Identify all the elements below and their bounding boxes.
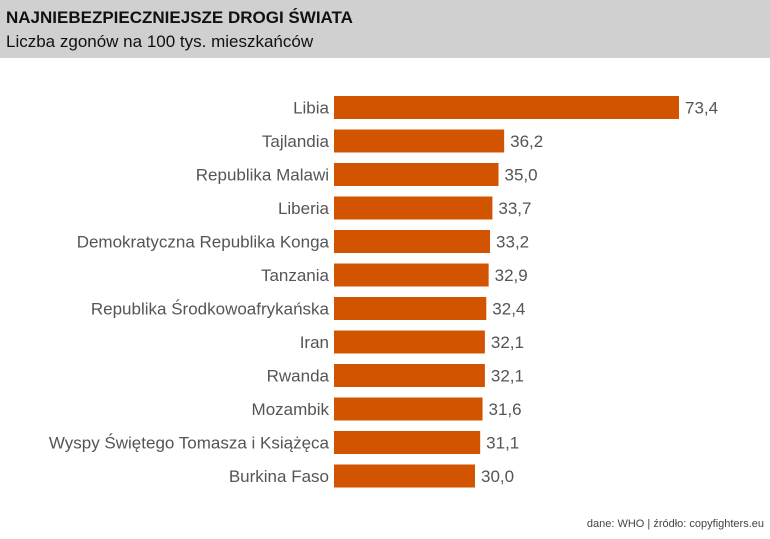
chart-title: NAJNIEBEZPIECZNIEJSZE DROGI ŚWIATA (6, 8, 353, 27)
category-label: Mozambik (252, 400, 330, 419)
category-label: Tajlandia (262, 132, 330, 151)
bar (334, 330, 485, 354)
value-label: 32,1 (491, 367, 524, 386)
value-label: 33,7 (498, 199, 531, 218)
bar (334, 263, 489, 287)
bar (334, 297, 487, 320)
value-label: 35,0 (505, 166, 538, 185)
bar (334, 230, 491, 253)
value-label: 73,4 (685, 99, 718, 118)
category-label: Wyspy Świętego Tomasza i Książęca (49, 434, 330, 453)
bar (334, 129, 505, 153)
value-label: 32,4 (492, 300, 525, 319)
value-label: 30,0 (481, 467, 514, 486)
bar (334, 397, 483, 421)
bar (334, 464, 476, 488)
value-label: 32,9 (495, 266, 528, 285)
value-label: 32,1 (491, 333, 524, 352)
category-label: Iran (300, 333, 329, 352)
category-label: Demokratyczna Republika Konga (77, 233, 330, 252)
category-label: Rwanda (267, 367, 330, 386)
category-label: Tanzania (261, 266, 330, 285)
value-label: 31,1 (486, 434, 519, 453)
bar (334, 96, 679, 119)
category-label: Libia (293, 99, 329, 118)
bar (334, 431, 481, 454)
source-note: dane: WHO | źródło: copyfighters.eu (586, 518, 764, 530)
value-label: 36,2 (510, 132, 543, 151)
value-label: 31,6 (489, 400, 522, 419)
chart-header (0, 0, 770, 58)
category-label: Burkina Faso (229, 467, 329, 486)
category-label: Republika Malawi (196, 166, 329, 185)
bar (334, 364, 485, 387)
bar (334, 163, 499, 186)
bar (334, 196, 493, 220)
category-label: Liberia (278, 199, 330, 218)
chart-subtitle: Liczba zgonów na 100 tys. mieszkańców (6, 32, 314, 51)
value-label: 33,2 (496, 233, 529, 252)
category-label: Republika Środkowoafrykańska (91, 300, 330, 319)
